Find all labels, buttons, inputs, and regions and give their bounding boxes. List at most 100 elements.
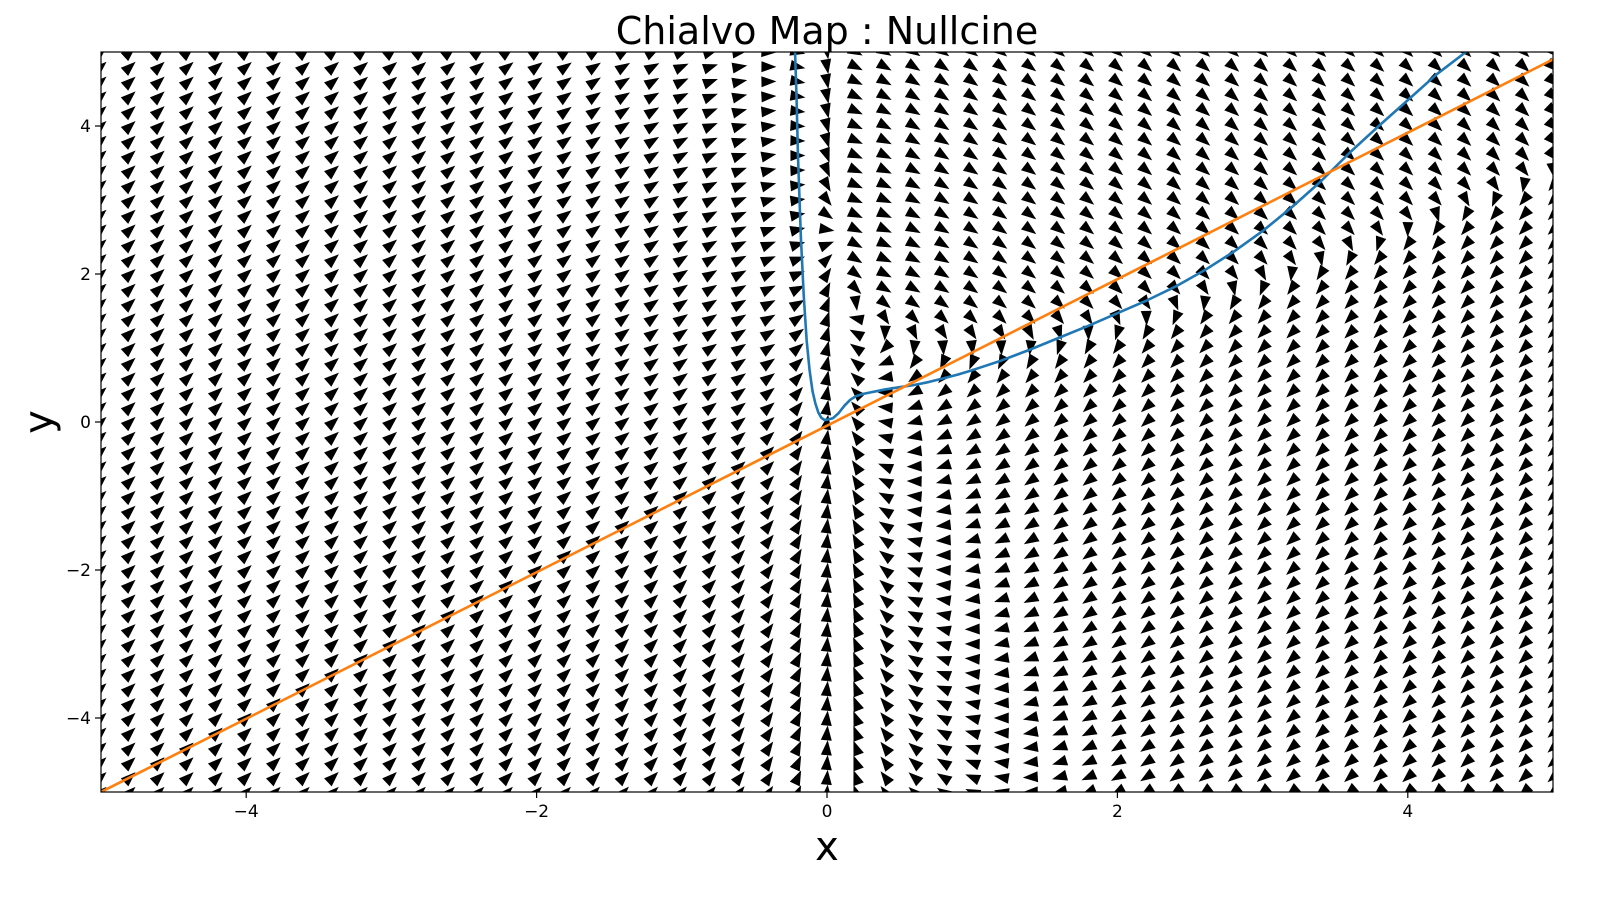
vector-arrow (120, 416, 136, 432)
vector-arrow (265, 195, 281, 210)
vector-arrow (1369, 72, 1385, 87)
vector-arrow (730, 623, 745, 639)
vector-arrow (236, 298, 252, 313)
vector-arrow (1431, 679, 1447, 694)
vector-arrow (818, 267, 832, 284)
vector-arrow (614, 742, 630, 757)
vector-arrow (1169, 575, 1185, 590)
vector-arrow (1079, 235, 1095, 250)
vector-arrow (759, 608, 774, 624)
vector-arrow (820, 488, 832, 505)
vector-arrow (1547, 593, 1553, 605)
vector-arrow (935, 489, 952, 500)
vector-arrow (643, 313, 659, 328)
vector-arrow (207, 579, 223, 594)
vector-arrow (1023, 576, 1040, 589)
vector-arrow (1286, 531, 1301, 546)
vector-arrow (879, 609, 895, 624)
vector-arrow (935, 640, 952, 652)
vector-arrow (101, 239, 107, 251)
vector-arrow (1369, 161, 1385, 176)
vector-arrow (1373, 383, 1388, 398)
vector-arrow (101, 446, 107, 458)
vector-arrow (1228, 442, 1243, 457)
vector-arrow (1489, 457, 1505, 472)
vector-arrow (672, 594, 688, 609)
vector-arrow (1198, 605, 1214, 620)
vector-arrow (353, 283, 369, 298)
vector-arrow (643, 151, 660, 165)
vector-arrow (1257, 294, 1272, 310)
vector-arrow (1547, 386, 1553, 398)
vector-arrow (760, 181, 777, 193)
vector-arrow (382, 106, 398, 121)
vector-arrow (498, 417, 514, 432)
vector-arrow (469, 727, 484, 742)
vector-arrow (527, 698, 543, 713)
vector-arrow (1111, 724, 1127, 737)
vector-arrow (556, 697, 572, 713)
vector-arrow (1137, 161, 1153, 176)
vector-arrow (178, 727, 194, 742)
vector-arrow (820, 73, 831, 89)
vector-arrow (964, 593, 981, 605)
vector-arrow (1081, 679, 1098, 693)
vector-arrow (527, 579, 543, 594)
vector-arrow (1084, 338, 1097, 355)
vector-arrow (440, 668, 455, 683)
vector-arrow (120, 461, 136, 476)
vector-arrow (676, 786, 687, 792)
vector-arrow (1021, 324, 1034, 340)
vector-arrow (527, 91, 543, 106)
vector-arrow (1282, 235, 1297, 250)
vector-arrow (1286, 575, 1301, 590)
vector-arrow (411, 209, 427, 224)
vector-arrow (1108, 235, 1124, 250)
vector-arrow (1111, 575, 1127, 590)
vector-arrow (236, 121, 252, 136)
vector-arrow (236, 416, 252, 432)
vector-arrow (527, 328, 543, 343)
vector-arrow (760, 726, 774, 743)
vector-arrow (527, 136, 543, 150)
vector-arrow (904, 132, 921, 145)
vector-arrow (1489, 368, 1505, 383)
vector-arrow (120, 653, 136, 668)
vector-arrow (101, 298, 107, 310)
vector-arrow (498, 106, 514, 121)
vector-arrow (1023, 651, 1040, 662)
vector-arrow (1402, 575, 1418, 590)
vector-arrow (1227, 738, 1243, 753)
vector-arrow (1373, 353, 1388, 368)
vector-arrow (207, 357, 223, 372)
vector-arrow (964, 548, 981, 559)
vector-arrow (1315, 768, 1330, 783)
vector-arrow (101, 742, 107, 754)
vector-arrow (852, 533, 865, 550)
vector-arrow (527, 254, 543, 269)
vector-arrow (1079, 146, 1095, 161)
vector-arrow (1547, 342, 1553, 354)
vector-arrow (1284, 52, 1298, 57)
vector-arrow (853, 637, 865, 654)
vector-arrow (1050, 264, 1066, 279)
vector-arrow (295, 372, 310, 387)
vector-arrow (1373, 738, 1389, 753)
vector-arrow (324, 727, 339, 742)
vector-arrow (1431, 634, 1447, 650)
vector-arrow (236, 135, 252, 150)
vector-arrow (1108, 205, 1124, 220)
vector-arrow (1431, 575, 1447, 590)
vector-arrow (1082, 472, 1098, 486)
vector-arrow (909, 339, 921, 356)
vector-arrow (1079, 279, 1094, 294)
vector-arrow (1373, 427, 1388, 442)
vector-arrow (643, 579, 659, 594)
vector-arrow (935, 473, 952, 485)
vector-arrow (1137, 250, 1153, 265)
vector-arrow (236, 224, 252, 239)
vector-arrow (585, 491, 601, 506)
vector-arrow (672, 93, 689, 105)
vector-arrow (1053, 398, 1069, 413)
vector-arrow (236, 535, 252, 550)
